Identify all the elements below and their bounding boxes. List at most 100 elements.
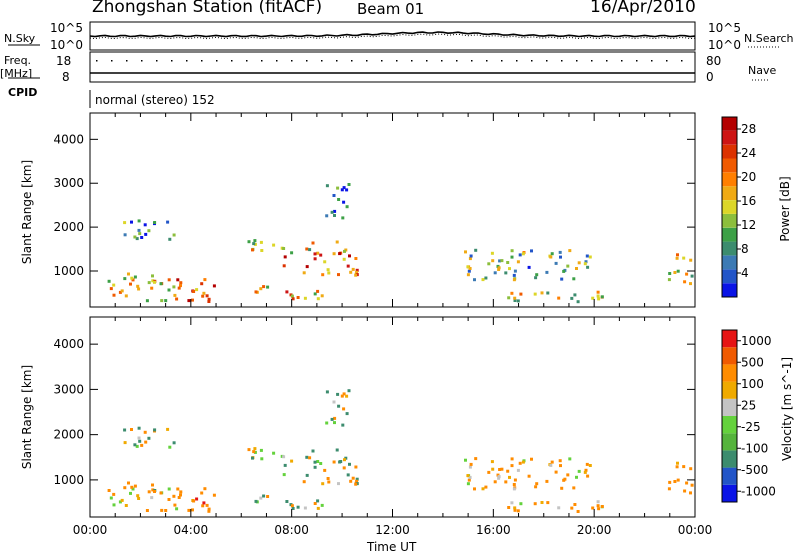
power-cell <box>345 188 349 192</box>
cpid-label: CPID <box>8 86 38 99</box>
velocity-cell <box>203 487 207 491</box>
noise-tick-left-bottom: 10^0 <box>50 38 83 52</box>
velocity-cell <box>260 457 264 461</box>
power-cell <box>166 220 170 224</box>
nave-dot <box>561 60 563 62</box>
nave-dot <box>681 60 683 62</box>
power-cell <box>554 261 558 265</box>
velocity-cell <box>550 460 554 464</box>
power-cell <box>153 280 156 284</box>
power-cell <box>195 288 199 292</box>
power-cell <box>676 253 679 257</box>
velocity-cell <box>202 501 206 505</box>
velocity-cell <box>212 493 216 497</box>
velocity-cell <box>521 460 525 464</box>
nave-dot <box>516 60 518 62</box>
beam-label: Beam 01 <box>357 0 425 18</box>
colorbar-tick-label: 12 <box>741 218 756 232</box>
power-cell <box>323 260 327 264</box>
power-cell <box>341 216 345 220</box>
noise-tick-right-bottom: 10^0 <box>708 38 741 52</box>
power-cell <box>133 235 137 239</box>
velocity-cell <box>133 443 137 447</box>
velocity-cell <box>266 495 270 498</box>
power-cell <box>290 294 294 298</box>
power-cell <box>127 272 130 276</box>
nave-dot <box>351 60 353 62</box>
power-cell <box>562 269 566 273</box>
power-cell <box>160 299 164 303</box>
velocity-cell <box>510 501 514 505</box>
nave-dot <box>426 60 428 62</box>
nave-dot <box>111 60 113 62</box>
velocity-cell <box>668 480 672 484</box>
velocity-cell <box>484 485 488 489</box>
velocity-cell <box>129 491 132 495</box>
power-cell <box>123 221 127 225</box>
power-cell <box>337 273 340 277</box>
power-cell <box>325 214 329 218</box>
velocity-cell <box>308 456 312 460</box>
nave-dot <box>636 60 638 62</box>
power-cell <box>212 284 216 288</box>
velocity-cell <box>513 506 517 510</box>
velocity-cell <box>316 506 320 510</box>
velocity-cell <box>535 482 539 486</box>
velocity-cell <box>151 488 155 492</box>
power-cell <box>468 267 472 270</box>
velocity-cell <box>333 421 336 425</box>
cpid-text: normal (stereo) 152 <box>95 93 215 107</box>
velocity-cell <box>683 489 687 493</box>
power-cell <box>343 249 346 253</box>
power-cell <box>530 249 533 253</box>
power-cell <box>484 276 488 280</box>
power-cell <box>172 285 176 289</box>
velocity-cell <box>513 508 517 512</box>
power-cell <box>137 228 141 232</box>
nave-dot <box>366 60 368 62</box>
velocity-cell <box>497 476 501 480</box>
power-cell <box>591 296 595 300</box>
velocity-cell <box>130 485 134 489</box>
ytick-label: 2000 <box>53 220 84 234</box>
power-cell <box>205 294 209 298</box>
velocity-cell <box>577 469 581 473</box>
power-cell <box>690 274 694 278</box>
power-cell <box>253 242 257 246</box>
power-cell <box>469 254 473 258</box>
velocity-cell <box>507 506 511 509</box>
power-cell <box>557 296 561 300</box>
power-cell <box>345 205 349 209</box>
power-cell <box>560 277 564 281</box>
power-cell <box>338 252 342 256</box>
velocity-cell <box>302 480 306 484</box>
velocity-cell <box>112 492 116 496</box>
nave-dot <box>201 60 203 62</box>
power-cell <box>203 278 207 282</box>
velocity-cell <box>283 463 287 467</box>
velocity-cell <box>195 497 199 501</box>
power-cell <box>168 237 172 241</box>
velocity-cell <box>201 504 205 508</box>
power-cell <box>534 276 538 280</box>
velocity-cell <box>337 482 340 486</box>
velocity-cell <box>179 493 182 497</box>
velocity-cell <box>512 483 516 486</box>
power-cell <box>296 296 300 299</box>
power-cell <box>130 276 134 280</box>
power-cell <box>313 257 317 261</box>
power-cell <box>207 297 211 301</box>
velocity-cell <box>305 473 309 477</box>
nave-dot <box>621 60 623 62</box>
velocity-cell <box>333 416 337 420</box>
power-cell <box>682 256 686 260</box>
power-cell <box>481 278 485 282</box>
nsky-label: N.Sky <box>4 32 36 45</box>
power-cell <box>282 264 286 268</box>
power-cell <box>143 223 147 227</box>
power-cell <box>138 232 142 236</box>
velocity-cell <box>689 467 693 471</box>
power-cell <box>153 221 157 224</box>
power-cell <box>685 272 689 276</box>
velocity-cell <box>473 487 476 491</box>
